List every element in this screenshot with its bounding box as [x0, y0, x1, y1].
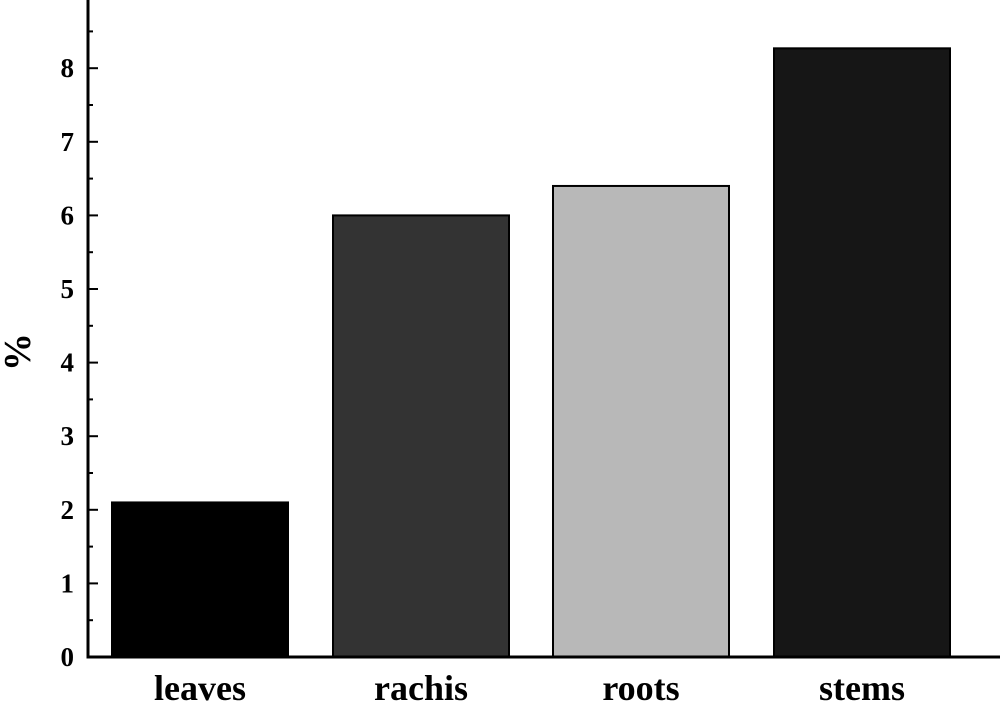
- bar-leaves: [111, 501, 289, 658]
- bars: [111, 47, 951, 659]
- y-tick-label: 1: [61, 568, 75, 598]
- y-tick-label: 6: [61, 200, 75, 230]
- y-tick-label: 0: [61, 642, 75, 672]
- y-tick-label: 8: [61, 53, 75, 83]
- x-tick-label-rachis: rachis: [374, 668, 468, 704]
- x-tick-label-stems: stems: [819, 668, 905, 704]
- y-tick-label: 2: [61, 495, 75, 525]
- bar-rachis: [332, 214, 510, 658]
- y-axis-title: %: [0, 333, 39, 371]
- x-tick-label-roots: roots: [602, 668, 679, 704]
- bar-stems: [773, 47, 951, 658]
- y-tick-label: 3: [61, 421, 75, 451]
- y-tick-label: 7: [61, 127, 75, 157]
- x-tick-label-leaves: leaves: [154, 668, 246, 704]
- y-tick-label: 4: [61, 348, 75, 378]
- x-axis-labels: leaves rachis roots stems: [154, 668, 905, 704]
- y-tick-label: 5: [61, 274, 75, 304]
- bar-roots: [552, 184, 730, 659]
- y-axis-ticks: 0 1 2 3 4 5 6 7 8: [61, 30, 98, 672]
